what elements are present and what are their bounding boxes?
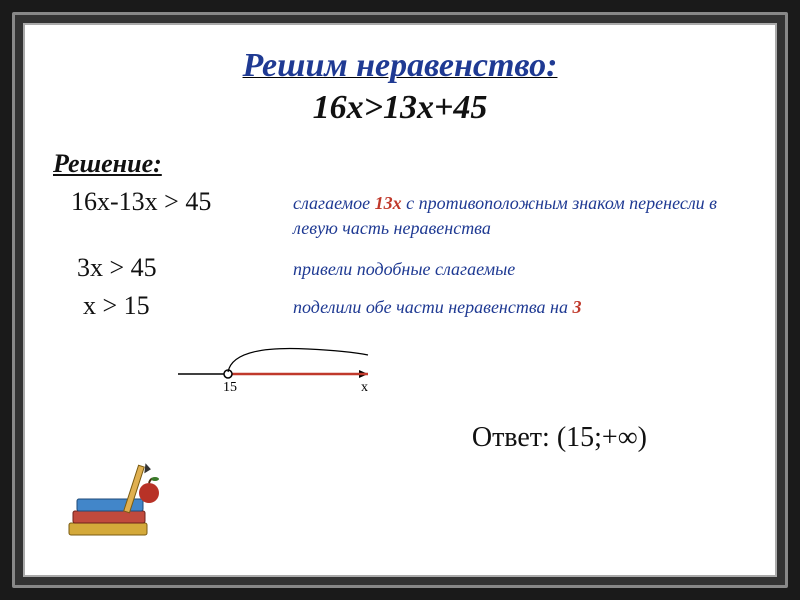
step-1: 16х-13х > 45 слагаемое 13х с противополо…: [53, 187, 747, 241]
step-3: х > 15 поделили обе части неравенства на…: [53, 291, 747, 321]
step-1-math: 16х-13х > 45: [53, 187, 293, 217]
number-line-diagram: 15 х: [173, 339, 383, 399]
step-3-note: поделили обе части неравенства на 3: [293, 291, 581, 320]
slide-title: Решим неравенство:: [243, 47, 558, 84]
step-3-math: х > 15: [53, 291, 293, 321]
numline-axis-label: х: [361, 380, 368, 395]
solution-heading: Решение:: [53, 149, 747, 179]
inequality-expression: 16х>13х+45: [53, 89, 747, 127]
books-decoration-icon: [65, 457, 175, 547]
answer-line: Ответ: (15;+∞): [53, 422, 747, 454]
step-2-note: привели подобные слагаемые: [293, 253, 515, 282]
step-2: 3х > 45 привели подобные слагаемые: [53, 253, 747, 283]
step-1-note: слагаемое 13х с противоположным знаком п…: [293, 187, 747, 241]
numline-point-label: 15: [223, 380, 237, 395]
step-2-math: 3х > 45: [53, 253, 293, 283]
